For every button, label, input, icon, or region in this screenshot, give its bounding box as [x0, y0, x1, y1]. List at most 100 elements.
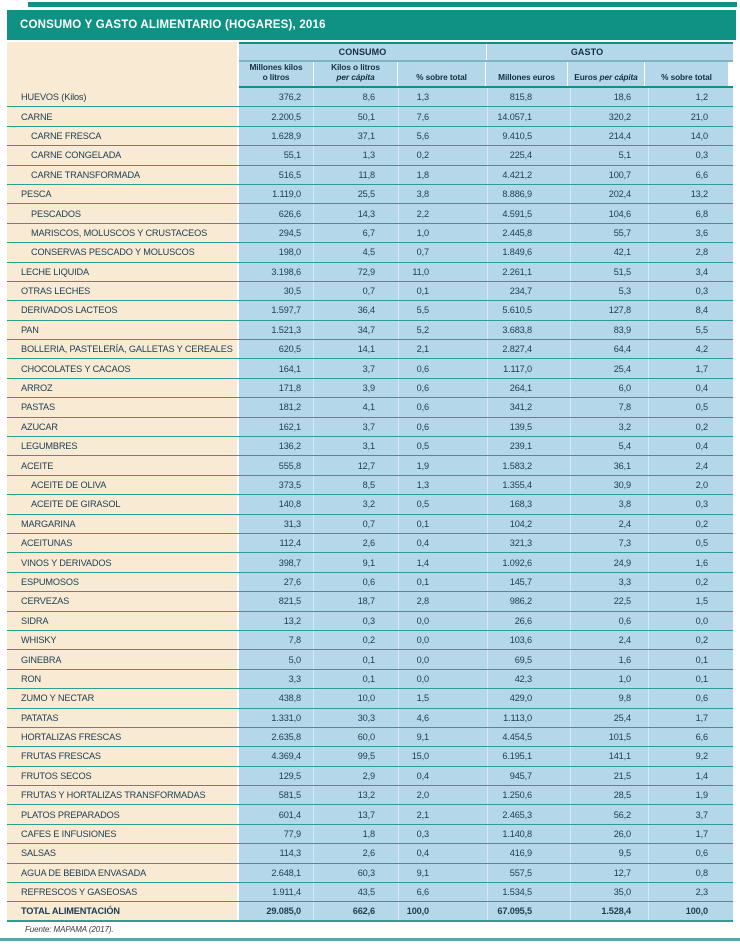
value-cell: 0,8 — [648, 863, 733, 883]
value-cell: 141,1 — [570, 747, 648, 766]
value-cell: 986,2 — [487, 592, 570, 611]
value-cell: 6,6 — [398, 883, 487, 902]
value-cell: 9,1 — [398, 727, 487, 747]
table-row: PESCA 1.119,0 25,5 3,8 8.886,9 202,4 13,2 — [7, 184, 733, 205]
column-header-text: per cápita — [599, 71, 638, 82]
row-label: GINEBRA — [7, 650, 239, 669]
value-cell: 25,4 — [570, 708, 648, 727]
value-cell: 0,4 — [398, 533, 487, 553]
value-cell: 3,1 — [313, 437, 398, 456]
row-label: LECHE LIQUIDA — [7, 262, 239, 281]
value-cell: 1,0 — [398, 223, 487, 243]
value-cell: 2,4 — [570, 514, 648, 533]
table-row: ACEITE 555,8 12,7 1,9 1.583,2 36,1 2,4 — [7, 456, 733, 476]
value-cell: 55,1 — [239, 146, 313, 165]
value-cell: 13,7 — [313, 805, 398, 824]
table-row: PESCADOS 626,6 14,3 2,2 4.591,5 104,6 6,8 — [7, 204, 733, 224]
value-cell: 264,1 — [487, 378, 570, 398]
value-cell: 1,8 — [313, 824, 398, 844]
table-row: CARNE CONGELADA 55,1 1,3 0,2 225,4 5,1 0,3 — [7, 146, 733, 166]
table-title: CONSUMO Y GASTO ALIMENTARIO (HOGARES), 2… — [20, 19, 326, 31]
value-cell: 416,9 — [487, 844, 570, 863]
table-row: FRUTAS FRESCAS 4.369,4 99,5 15,0 6.195,1 141,… — [7, 747, 733, 767]
table-row: BOLLERIA, PASTELERÍA, GALLETAS Y CEREALE… — [7, 340, 733, 360]
value-cell: 30,3 — [313, 708, 398, 727]
row-label: CARNE TRANSFORMADA — [7, 165, 239, 184]
group-header-consumo: CONSUMO — [239, 44, 487, 60]
value-cell: 3,6 — [648, 223, 733, 243]
value-cell: 1.849,6 — [487, 243, 570, 262]
table-row: RON 3,3 0,1 0,0 42,3 1,0 0,1 — [7, 669, 733, 690]
column-header-3: % sobre total — [397, 61, 485, 86]
value-cell: 516,5 — [239, 165, 313, 184]
value-cell: 225,4 — [487, 146, 570, 165]
table-row: LEGUMBRES 136,2 3,1 0,5 239,1 5,4 0,4 — [7, 437, 733, 457]
value-cell: 1.140,8 — [487, 824, 570, 844]
value-cell: 51,5 — [570, 262, 648, 281]
value-cell: 3,8 — [398, 184, 487, 204]
value-cell: 103,6 — [487, 630, 570, 650]
value-cell: 1,7 — [648, 824, 733, 844]
table-row: CONSERVAS PESCADO Y MOLUSCOS 198,0 4,5 0,7 1… — [7, 243, 733, 263]
value-cell: 42,3 — [487, 669, 570, 689]
value-cell: 171,8 — [239, 378, 313, 398]
value-cell: 37,1 — [313, 126, 398, 146]
table-row: PLATOS PREPARADOS 601,4 13,7 2,1 2.465,3 56,2… — [7, 805, 733, 825]
value-cell: 4.591,5 — [487, 204, 570, 223]
table-row: ACEITE DE GIRASOL 140,8 3,2 0,5 168,3 3,8 0,3 — [7, 495, 733, 515]
value-cell: 1,4 — [398, 553, 487, 572]
value-cell: 1,3 — [313, 146, 398, 165]
table-title-bar: CONSUMO Y GASTO ALIMENTARIO (HOGARES), 2… — [7, 10, 736, 40]
table-row: ZUMO Y NECTAR 438,8 10,0 1,5 429,0 9,8 0,6 — [7, 689, 733, 709]
row-label: BOLLERIA, PASTELERÍA, GALLETAS Y CEREALE… — [7, 340, 239, 359]
value-cell: 0,1 — [398, 572, 487, 592]
value-cell: 429,0 — [487, 689, 570, 708]
column-header-text: Kilos o litros — [331, 61, 380, 72]
value-cell: 555,8 — [239, 456, 313, 475]
value-cell: 4.454,5 — [487, 727, 570, 747]
value-cell: 0,3 — [648, 281, 733, 301]
value-cell: 0,7 — [313, 281, 398, 301]
value-cell: 620,5 — [239, 340, 313, 359]
value-cell: 43,5 — [313, 883, 398, 902]
table-row: CARNE FRESCA 1.628,9 37,1 5,6 9.410,5 214,4 14… — [7, 126, 733, 147]
row-label: OTRAS LECHES — [7, 281, 239, 301]
table-row: FRUTOS SECOS 129,5 2,9 0,4 945,7 21,5 1,4 — [7, 766, 733, 787]
row-label: HORTALIZAS FRESCAS — [7, 727, 239, 747]
value-cell: 104,6 — [570, 204, 648, 223]
row-label: RON — [7, 669, 239, 689]
row-label: LEGUMBRES — [7, 437, 239, 456]
row-label: TOTAL ALIMENTACIÓN — [7, 902, 239, 920]
value-cell: 15,0 — [398, 747, 487, 766]
value-cell: 1.628,9 — [239, 126, 313, 146]
value-cell: 0,4 — [648, 378, 733, 398]
row-label: PESCADOS — [7, 204, 239, 223]
row-label: DERIVADOS LACTEOS — [7, 301, 239, 320]
group-header-gasto: GASTO — [487, 44, 733, 60]
value-cell: 104,2 — [487, 514, 570, 533]
table-row: VINOS Y DERIVADOS 398,7 9,1 1,4 1.092,6 24,9 1… — [7, 553, 733, 573]
row-label: CONSERVAS PESCADO Y MOLUSCOS — [7, 243, 239, 262]
value-cell: 2,9 — [313, 766, 398, 786]
value-cell: 0,5 — [648, 398, 733, 417]
row-label: ARROZ — [7, 378, 239, 398]
column-header-2: Kilos o litros per cápita — [313, 61, 397, 86]
value-cell: 0,1 — [648, 650, 733, 669]
value-cell: 2,6 — [313, 844, 398, 863]
value-cell: 601,4 — [239, 805, 313, 824]
value-cell: 13,2 — [313, 786, 398, 805]
value-cell: 5,3 — [570, 281, 648, 301]
value-cell: 9.410,5 — [487, 126, 570, 146]
value-cell: 0,4 — [398, 844, 487, 863]
value-cell: 34,7 — [313, 320, 398, 340]
value-cell: 1,8 — [398, 165, 487, 184]
table-header: CONSUMO GASTO Millones kilos o litros Kilo… — [7, 42, 733, 88]
value-cell: 100,0 — [398, 902, 487, 920]
value-cell: 30,5 — [239, 281, 313, 301]
value-cell: 0,1 — [648, 669, 733, 689]
row-label: ACEITE DE GIRASOL — [7, 495, 239, 514]
table-row: CARNE 2.200,5 50,1 7,6 14.057,1 320,2 21,0 — [7, 107, 733, 127]
row-label: ACEITUNAS — [7, 533, 239, 553]
value-cell: 0,0 — [398, 630, 487, 650]
value-cell: 0,2 — [648, 514, 733, 533]
